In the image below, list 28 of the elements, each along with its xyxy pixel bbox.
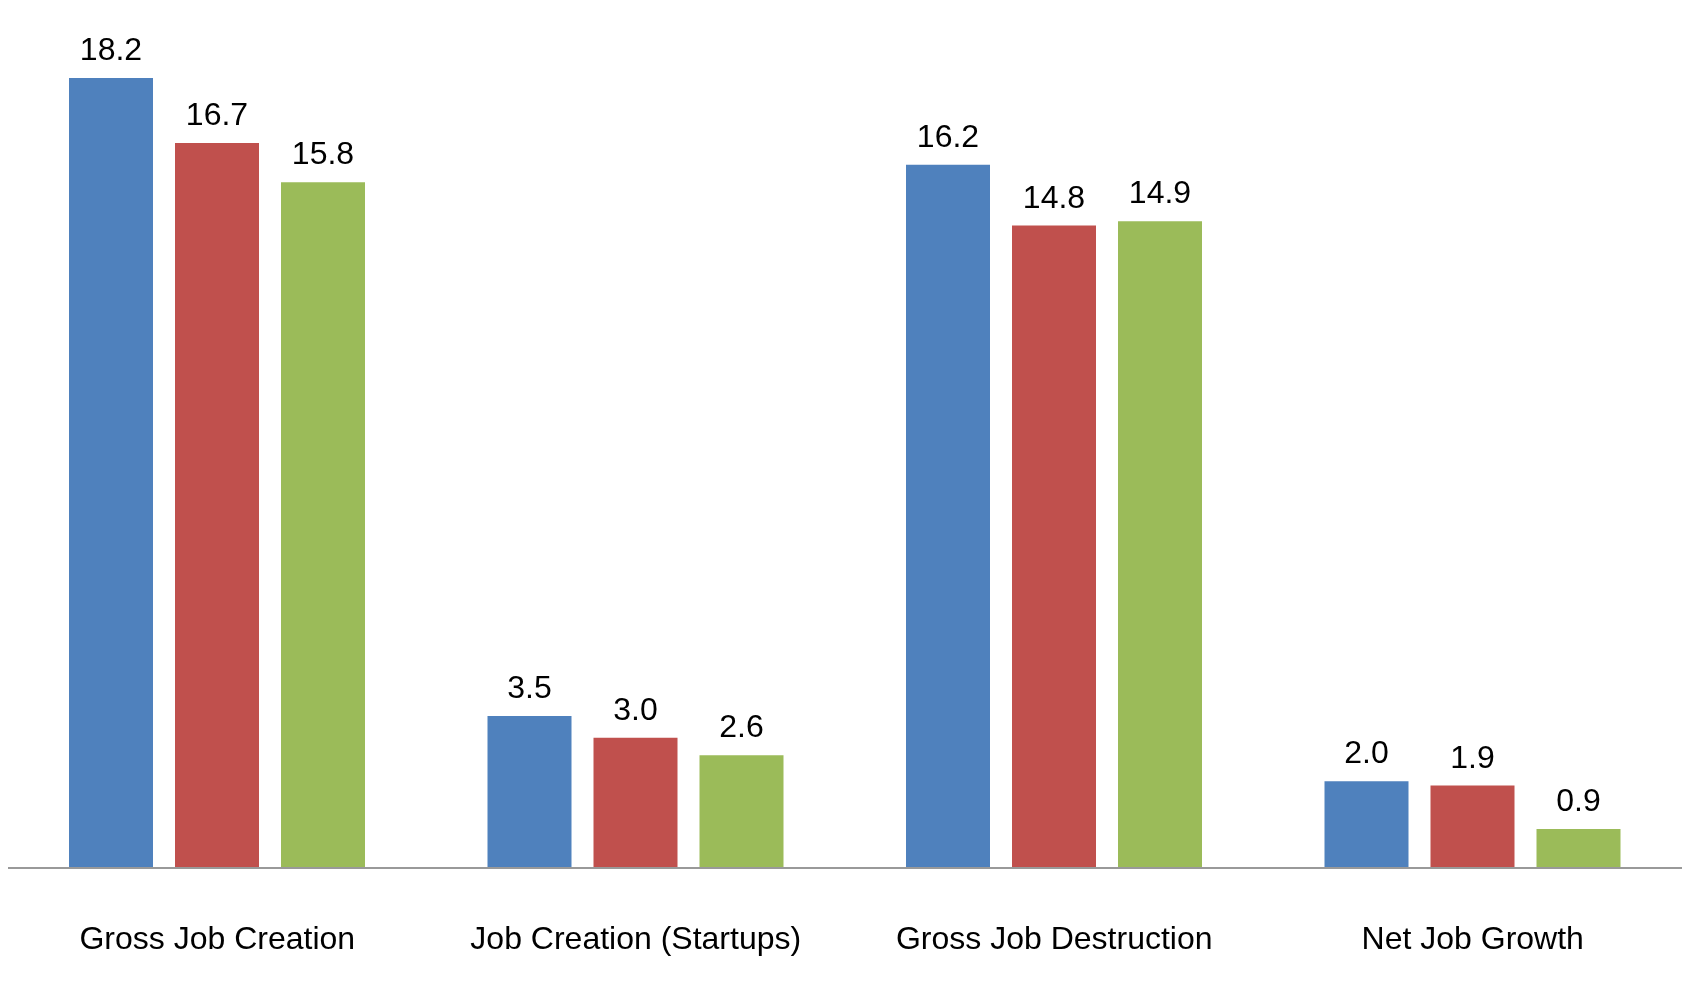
data-label: 14.8 [1022, 178, 1086, 215]
data-label: 16.7 [185, 96, 249, 133]
bar [593, 737, 678, 868]
bar [281, 182, 365, 868]
bar [69, 78, 153, 868]
x-tick-label: Gross Job Creation [79, 919, 356, 956]
data-label: 16.2 [916, 117, 980, 154]
x-tick-label: Net Job Growth [1361, 919, 1584, 956]
x-tick-label: Gross Job Destruction [895, 919, 1213, 956]
bar [1430, 785, 1515, 868]
bar [487, 716, 572, 868]
data-label: 1.9 [1450, 738, 1495, 775]
data-label: 15.8 [291, 135, 355, 172]
bar [906, 164, 990, 868]
bar [699, 755, 784, 868]
data-label: 14.9 [1128, 174, 1192, 211]
x-tick-label: Job Creation (Startups) [470, 919, 802, 956]
data-label: 3.5 [507, 669, 552, 706]
bar [1118, 221, 1202, 868]
bar [1536, 828, 1621, 868]
data-label: 3.0 [613, 690, 658, 727]
bar [1012, 225, 1096, 868]
data-label: 0.9 [1556, 781, 1601, 818]
bar [175, 143, 259, 868]
bar [1324, 781, 1409, 868]
data-label: 18.2 [79, 31, 143, 67]
data-label: 2.0 [1344, 734, 1389, 771]
data-label: 2.6 [719, 708, 764, 745]
